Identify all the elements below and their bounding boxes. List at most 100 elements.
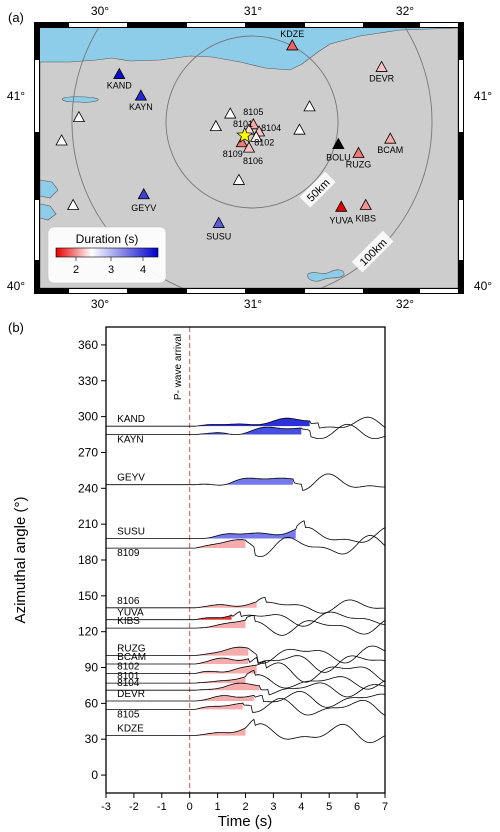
y-tick-label: 360: [78, 338, 98, 352]
duration-fill: [195, 694, 254, 701]
lon-tick-top-30: 30°: [91, 4, 109, 18]
panel-b: (b) 0306090120150180210240270300330360-3…: [8, 320, 388, 830]
trace-label: 8109: [117, 548, 140, 559]
panel-a-label: (a): [8, 10, 24, 25]
station-marker: [113, 67, 126, 80]
x-tick-label: 2: [242, 801, 248, 813]
x-tick-label: 5: [326, 801, 332, 813]
station-label: RUZG: [346, 160, 372, 170]
x-axis-label: Time (s): [218, 813, 272, 830]
panel-b-label: (b): [8, 320, 24, 335]
x-tick-label: -2: [129, 801, 139, 813]
plot-frame: [105, 326, 386, 794]
map-lake: [61, 96, 99, 103]
station-label: SUSU: [206, 231, 231, 241]
station-marker: [137, 187, 150, 200]
legend-tick-4: 4: [140, 264, 146, 276]
stations-layer: KDZE DEVR KAND KAYN 8105 8101 8104 8102 81098106…: [55, 29, 403, 241]
waveform-trace: [106, 416, 386, 429]
waveform-trace: [106, 614, 386, 636]
station-label: 8106: [243, 156, 263, 166]
station-label: KAYN: [129, 102, 153, 112]
waveform-trace: [106, 682, 386, 698]
station-marker: [384, 132, 397, 144]
duration-fill: [195, 676, 246, 684]
station-label: GEYV: [131, 203, 156, 213]
waveform-trace: [106, 669, 386, 690]
station-label: 8109: [223, 149, 243, 159]
lon-tick-bottom-32: 32°: [396, 297, 414, 311]
station-marker: [332, 137, 345, 149]
trace-label: DEVR: [117, 689, 145, 700]
legend-tick-2: 2: [73, 264, 79, 276]
trace-label: KAYN: [117, 435, 144, 446]
lat-tick-left-41: 41°: [7, 89, 25, 103]
station-label: BOLU: [326, 153, 351, 163]
lon-ticks-top: 30° 31° 32°: [91, 4, 414, 18]
y-tick-label: 240: [78, 481, 98, 495]
station-marker: [235, 135, 248, 148]
epicenter-star: [236, 126, 254, 143]
trace-label: 8104: [117, 678, 140, 689]
duration-fill: [195, 655, 249, 664]
x-tick-label: 0: [187, 801, 193, 813]
y-axis-label: Azimuthal angle (°): [12, 497, 29, 624]
y-tick-label: 90: [85, 661, 99, 675]
waveform-trace: [106, 534, 386, 557]
x-tick-label: -1: [157, 801, 167, 813]
trace-label: BCAM: [117, 652, 146, 663]
trace-label: RUZG: [117, 644, 146, 655]
lat-tick-right-41: 41°: [474, 89, 492, 103]
station-marker: [209, 119, 223, 132]
duration-fill: [195, 620, 246, 629]
station-label: DEVR: [369, 73, 395, 83]
station-label: KDZE: [280, 29, 304, 39]
station-label: 8104: [261, 123, 281, 133]
y-tick-label: 60: [85, 696, 99, 710]
lon-ticks-bottom: 30° 31° 32°: [91, 297, 414, 311]
trace-label: KDZE: [117, 724, 144, 735]
waveform-trace: [106, 611, 386, 627]
x-tick-label: 4: [298, 801, 304, 813]
trace-label: KIBS: [117, 616, 140, 627]
legend-tick-3: 3: [108, 264, 114, 276]
waveform-trace: [106, 520, 386, 543]
station-label: 8105: [243, 107, 263, 117]
duration-fill: [195, 427, 302, 435]
waveform-trace: [106, 718, 386, 744]
y-tick-label: 150: [78, 589, 98, 603]
station-label: KAND: [107, 81, 133, 91]
y-tick-label: 330: [78, 374, 98, 388]
trace-label: 8102: [117, 662, 140, 673]
panel-a: (a) 50km 100km: [7, 4, 492, 311]
station-marker: [286, 39, 299, 51]
y-tick-label: 210: [78, 517, 98, 531]
waveform-trace: [106, 645, 386, 664]
waveform-trace: [106, 698, 386, 716]
map-frame-checks: [35, 23, 463, 293]
station-marker: [72, 110, 86, 123]
lat-tick-right-40: 40°: [474, 279, 492, 293]
station-label: 8101: [233, 119, 253, 129]
lat-tick-left-40: 40°: [7, 279, 25, 293]
station-label: 8102: [254, 137, 274, 147]
trace-label: 8106: [117, 596, 140, 607]
station-marker: [359, 198, 372, 210]
lon-tick-top-32: 32°: [396, 4, 414, 18]
map-inlet: [40, 179, 59, 199]
x-tick-label: 3: [270, 801, 276, 813]
station-marker: [55, 134, 68, 146]
lon-tick-bottom-30: 30°: [91, 297, 109, 311]
waveform-trace: [106, 473, 386, 491]
y-tick-label: 270: [78, 445, 98, 459]
p-wave-label: P- wave arrival: [173, 334, 184, 400]
station-marker: [303, 100, 316, 112]
trace-label: KAND: [117, 414, 145, 425]
waveform-trace: [106, 596, 385, 614]
y-tick-label: 300: [78, 410, 98, 424]
station-marker: [134, 89, 148, 101]
station-marker: [375, 60, 388, 72]
waveform-trace: [106, 660, 386, 683]
trace-label: GEYV: [117, 473, 145, 484]
